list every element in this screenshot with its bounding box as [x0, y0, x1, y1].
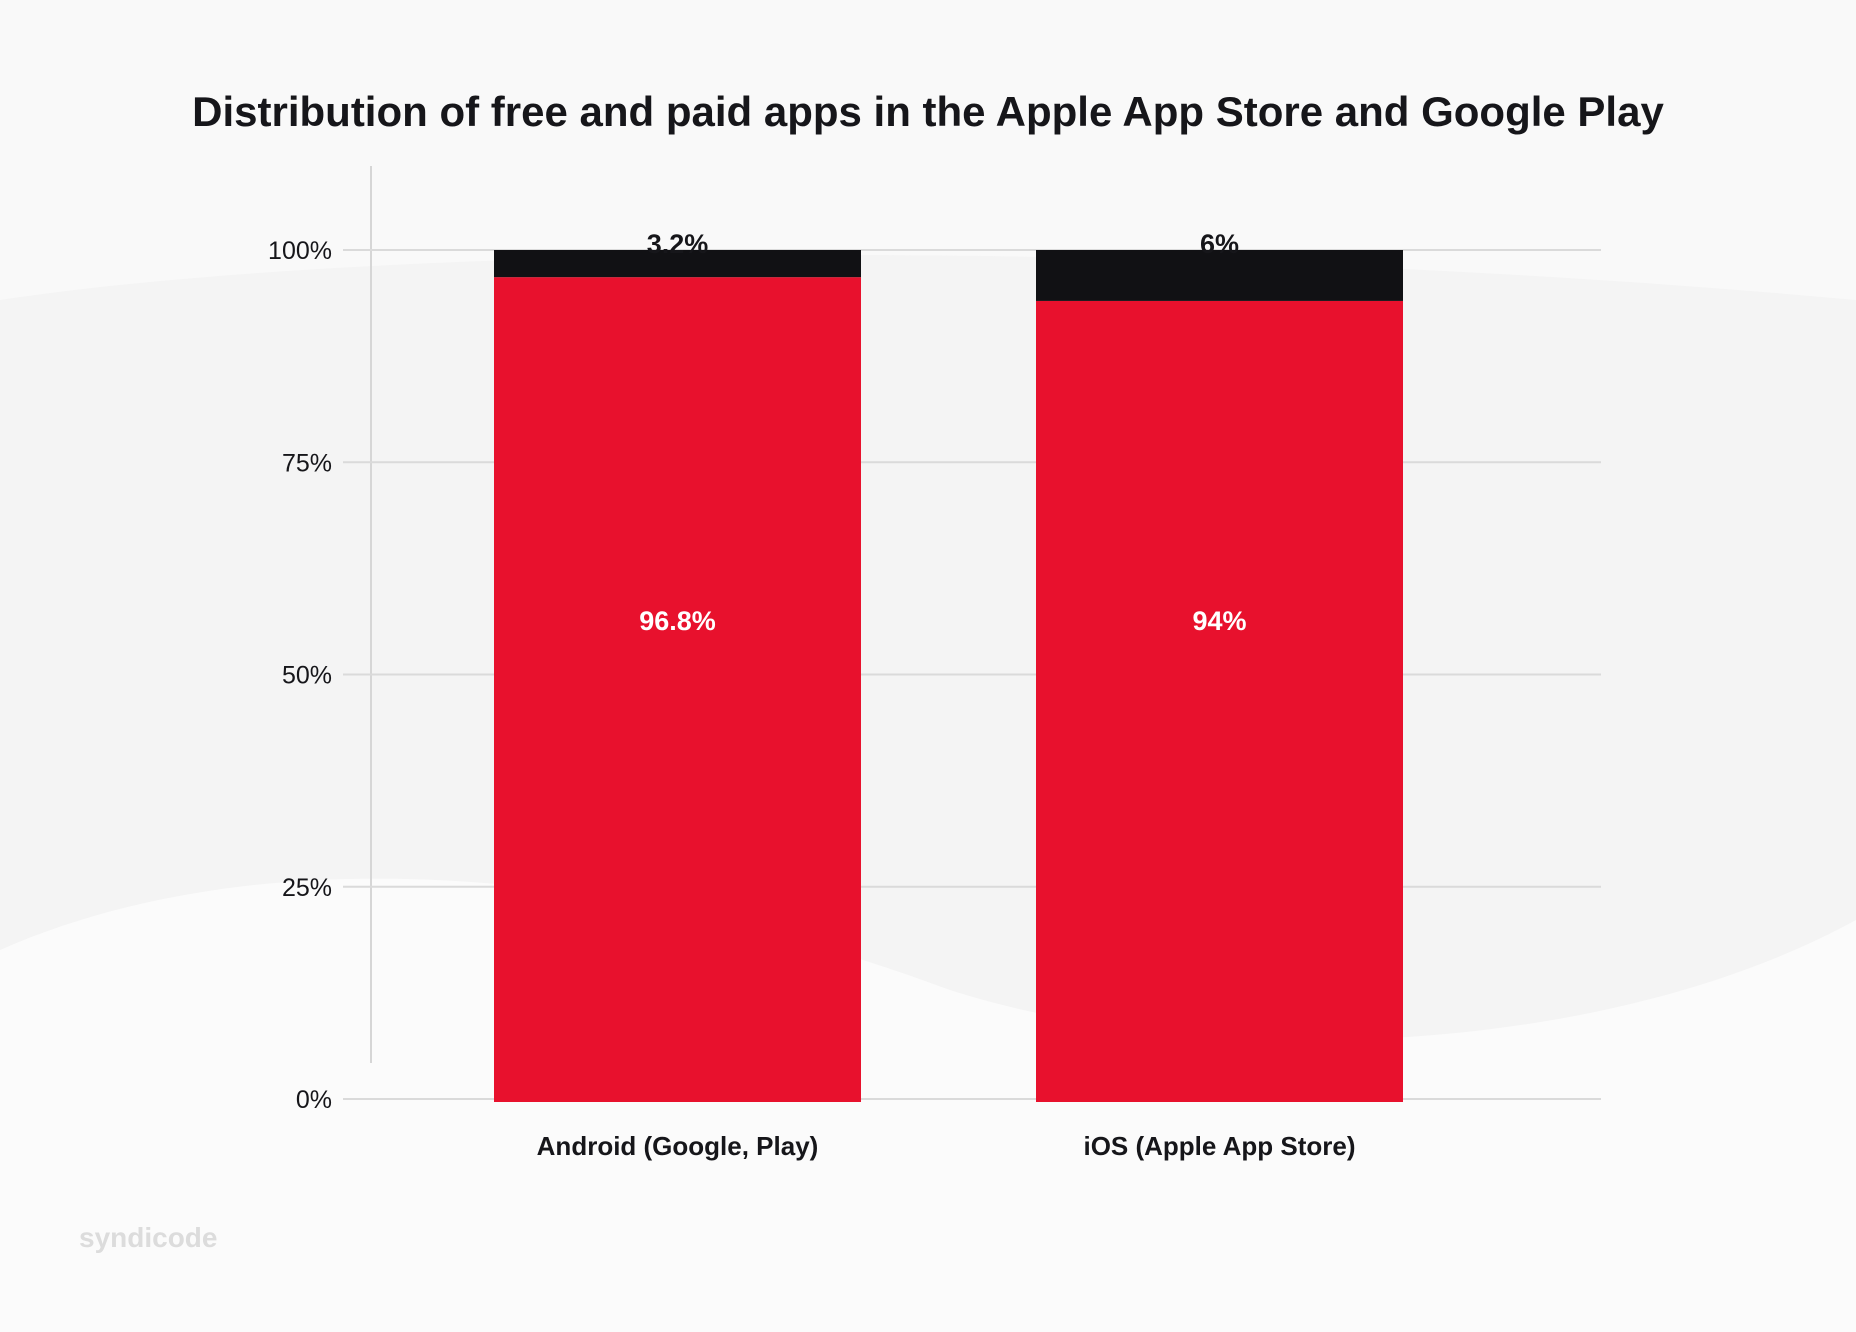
- x-category-label: Android (Google, Play): [537, 1131, 819, 1161]
- y-tick-label: 75%: [282, 449, 332, 477]
- data-label: 96.8%: [639, 606, 716, 636]
- y-tick-label: 25%: [282, 874, 332, 902]
- data-label: 3.2%: [647, 229, 709, 259]
- bar-segment: [1036, 250, 1403, 301]
- chart-title: Distribution of free and paid apps in th…: [192, 88, 1664, 135]
- bar-segment: [1036, 300, 1403, 1102]
- y-tick-label: 100%: [268, 237, 332, 265]
- syndicode-logo: syndicode: [79, 1222, 218, 1253]
- data-label: 6%: [1200, 229, 1239, 259]
- y-tick-label: 50%: [282, 662, 332, 690]
- y-tick-label: 0%: [296, 1086, 332, 1114]
- x-category-label: iOS (Apple App Store): [1083, 1131, 1355, 1161]
- bar-segment: [494, 277, 861, 1103]
- bar-segment: [494, 250, 861, 278]
- data-label: 94%: [1192, 606, 1246, 636]
